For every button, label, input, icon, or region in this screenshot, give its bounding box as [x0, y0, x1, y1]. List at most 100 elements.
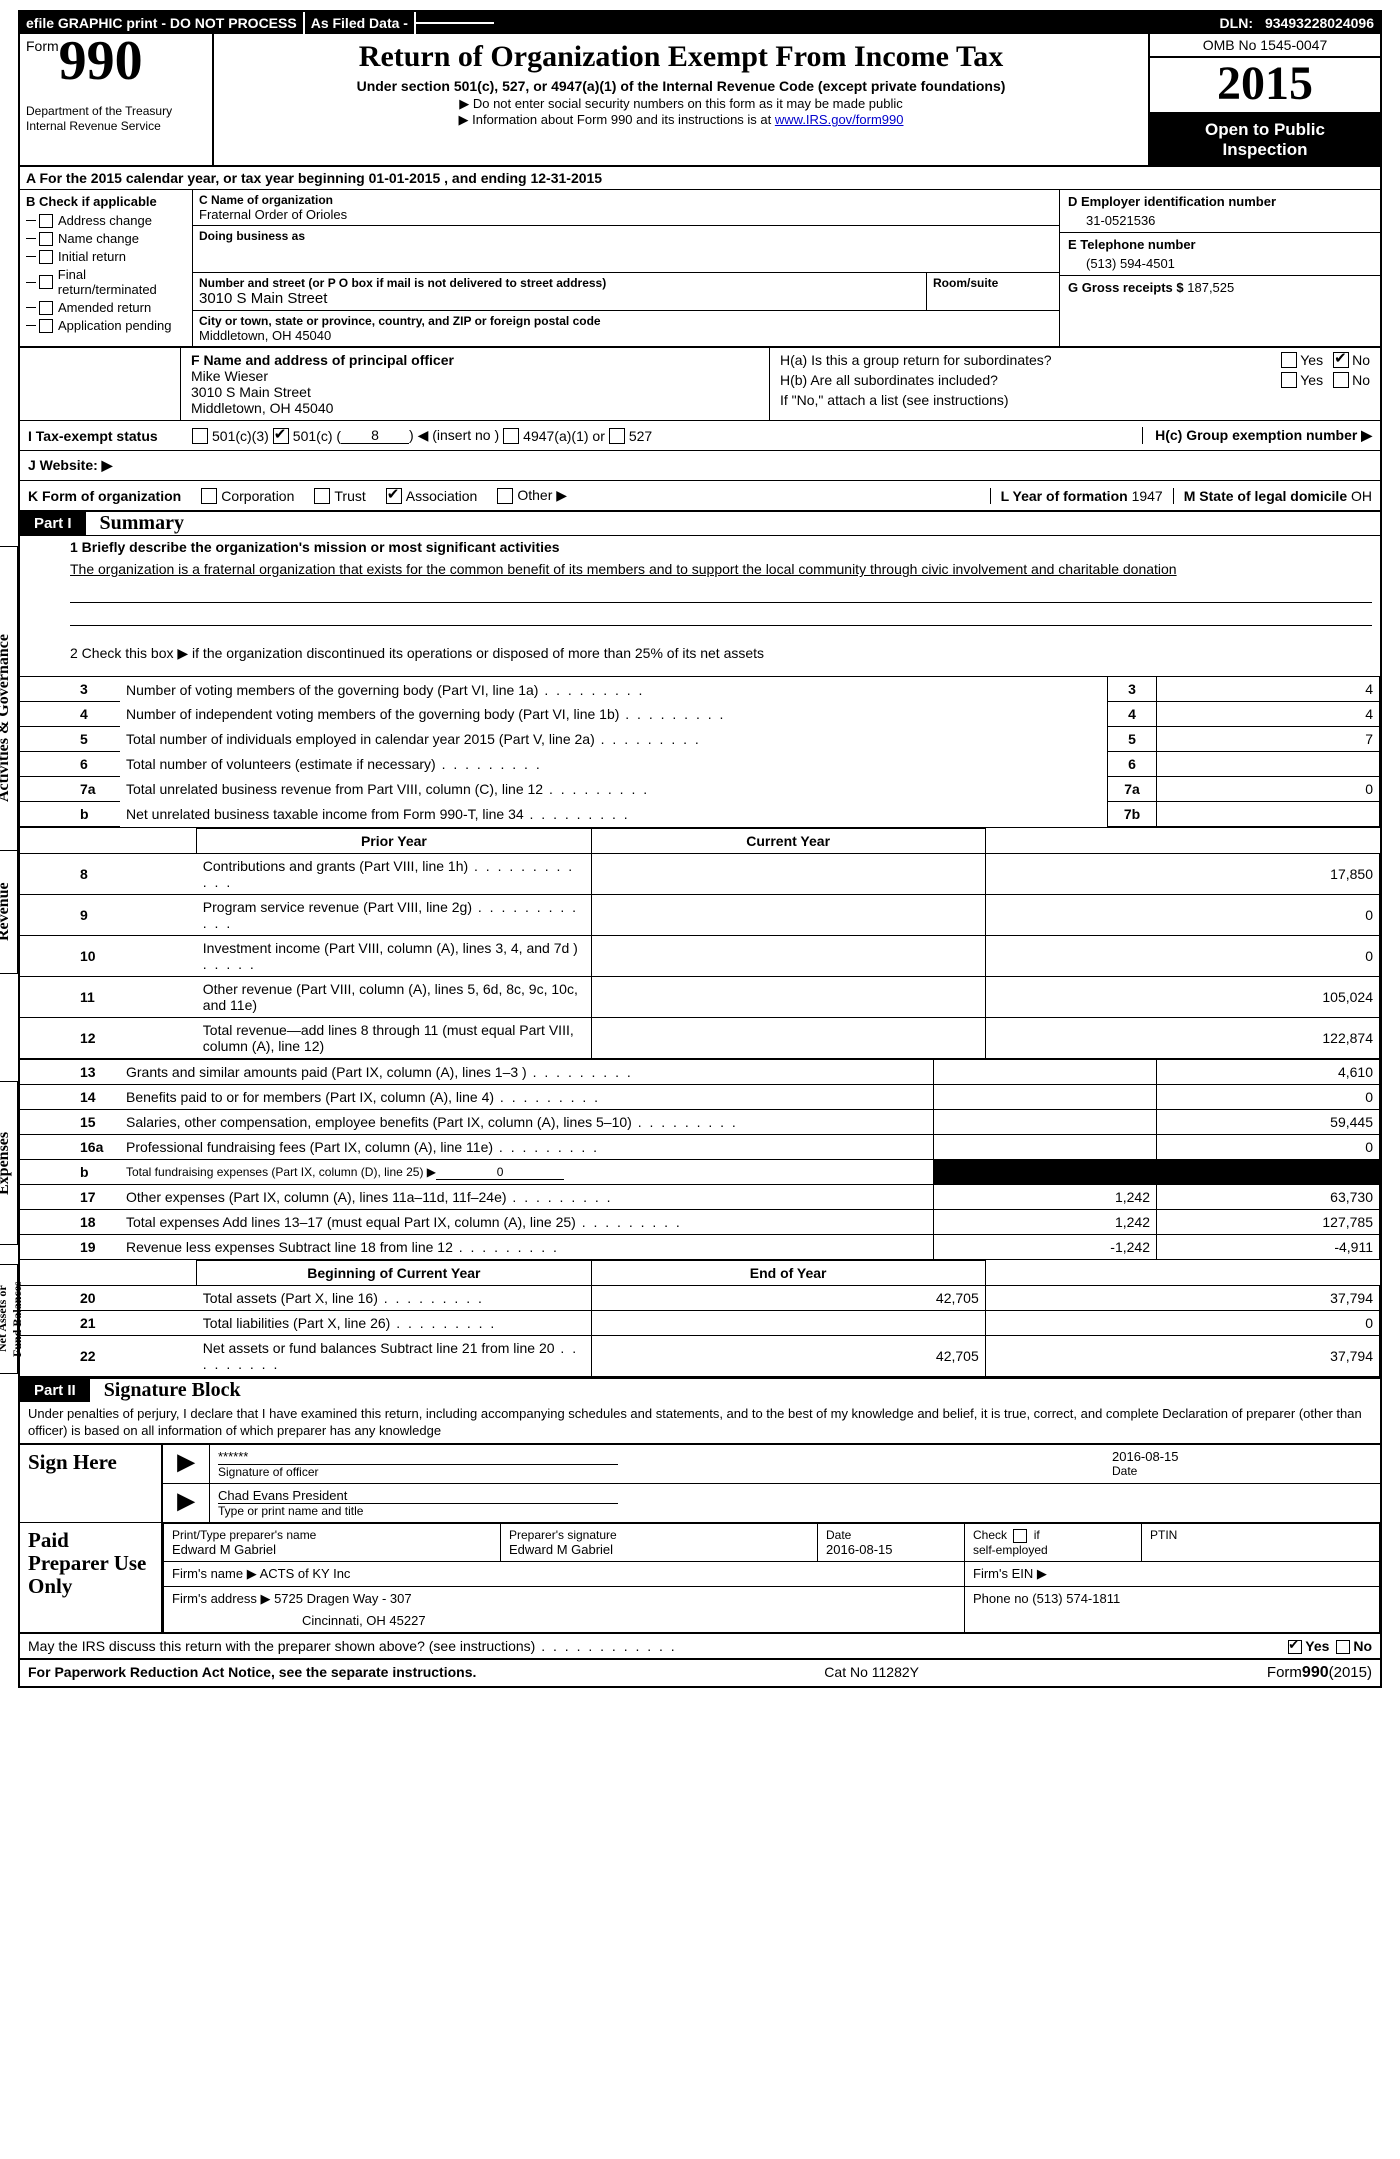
rev-9-num: 9: [20, 895, 197, 936]
j-label: J Website: ▶: [28, 457, 112, 474]
k-trust-box[interactable]: [314, 488, 330, 504]
colB-box-1[interactable]: [39, 232, 53, 246]
line-6-num: 6: [20, 752, 120, 777]
exp-16a-num: 16a: [20, 1135, 120, 1160]
line-5-key: 5: [1108, 727, 1157, 752]
discuss-no-box[interactable]: [1336, 1640, 1350, 1654]
discuss-no: No: [1353, 1638, 1372, 1654]
d-phone-label: E Telephone number: [1068, 237, 1372, 252]
d-ein: 31-0521536: [1068, 213, 1372, 228]
form-990-page: efile GRAPHIC print - DO NOT PROCESS As …: [18, 10, 1382, 1688]
k-other-box[interactable]: [497, 488, 513, 504]
prep-c3v: 2016-08-15: [826, 1542, 956, 1557]
colB-label-0: Address change: [58, 213, 152, 228]
rowA-prefix: A For the 2015 calendar year, or tax yea…: [26, 170, 369, 186]
part2-tag: Part II: [20, 1379, 90, 1402]
i-501c-pre: 501(c) (: [293, 428, 341, 444]
vtab-revenue: Revenue: [0, 850, 18, 974]
rev-line-11: 11Other revenue (Part VIII, column (A), …: [20, 977, 1380, 1018]
colB-label-5: Application pending: [58, 318, 171, 333]
exp-line-b: bTotal fundraising expenses (Part IX, co…: [20, 1160, 1380, 1185]
form-title: Return of Organization Exempt From Incom…: [224, 40, 1138, 74]
rev-line-12: 12Total revenue—add lines 8 through 11 (…: [20, 1018, 1380, 1059]
info-prefix: ▶ Information about Form 990 and its ins…: [459, 112, 775, 127]
discuss-yes-box[interactable]: [1288, 1640, 1302, 1654]
l1-text: The organization is a fraternal organiza…: [70, 558, 1372, 580]
line-4-key: 4: [1108, 702, 1157, 727]
line-3-val: 4: [1157, 677, 1380, 702]
f-street: 3010 S Main Street: [191, 384, 759, 400]
firm-addr2: Cincinnati, OH 45227: [172, 1613, 956, 1628]
prep-selfemp-box[interactable]: [1013, 1529, 1027, 1543]
exp-17-num: 17: [20, 1185, 120, 1210]
i-501c-box[interactable]: [273, 428, 289, 444]
firm-phone: Phone no (513) 574-1811: [965, 1586, 1380, 1632]
row-k-formorg: K Form of organization Corporation Trust…: [20, 481, 1380, 512]
rev-8-desc: Contributions and grants (Part VIII, lin…: [197, 854, 591, 895]
line-7a-num: 7a: [20, 777, 120, 802]
discuss-row: May the IRS discuss this return with the…: [20, 1634, 1380, 1660]
exp-16a-current: 0: [1157, 1135, 1380, 1160]
form-number: 990: [59, 38, 143, 86]
colB-box-3[interactable]: [39, 275, 53, 289]
colB-box-2[interactable]: [39, 250, 53, 264]
footer-right-form: 990: [1302, 1664, 1329, 1681]
header-center: Return of Organization Exempt From Incom…: [214, 34, 1148, 165]
colB-box-5[interactable]: [39, 319, 53, 333]
exp-18-prior: 1,242: [934, 1210, 1157, 1235]
hb-yes-box[interactable]: [1281, 372, 1297, 388]
ha-no-box[interactable]: [1333, 352, 1349, 368]
firm-addr-label: Firm's address ▶: [172, 1591, 270, 1606]
i-4947: 4947(a)(1) or: [523, 428, 605, 444]
colB-box-4[interactable]: [39, 301, 53, 315]
exp-13-desc: Grants and similar amounts paid (Part IX…: [120, 1060, 934, 1085]
colB-item-3: Final return/terminated: [26, 267, 186, 297]
hb-no-box[interactable]: [1333, 372, 1349, 388]
colB-box-0[interactable]: [39, 214, 53, 228]
prep-c2v: Edward M Gabriel: [509, 1542, 809, 1557]
exp-b-desc: Total fundraising expenses (Part IX, col…: [120, 1160, 934, 1185]
f-name: Mike Wieser: [191, 368, 759, 384]
exp-line-14: 14Benefits paid to or for members (Part …: [20, 1085, 1380, 1110]
exp-17-prior: 1,242: [934, 1185, 1157, 1210]
hdr-end-year: End of Year: [591, 1261, 985, 1286]
hb-label: H(b) Are all subordinates included?: [780, 372, 1263, 388]
hb-no: No: [1352, 372, 1370, 388]
i-4947-box[interactable]: [503, 428, 519, 444]
rev-line-10: 10Investment income (Part VIII, column (…: [20, 936, 1380, 977]
rev-line-8: 8Contributions and grants (Part VIII, li…: [20, 854, 1380, 895]
exp-line-18: 18Total expenses Add lines 13–17 (must e…: [20, 1210, 1380, 1235]
exp-line-16a: 16aProfessional fundraising fees (Part I…: [20, 1135, 1380, 1160]
line-6: 6Total number of volunteers (estimate if…: [20, 752, 1380, 777]
k-assoc-box[interactable]: [386, 488, 402, 504]
agency-irs: Internal Revenue Service: [26, 119, 206, 134]
line-4-num: 4: [20, 702, 120, 727]
d-gross-label: G Gross receipts $: [1068, 280, 1184, 295]
exp-b-c: [1157, 1160, 1380, 1185]
k-corp-box[interactable]: [201, 488, 217, 504]
irs-link[interactable]: www.IRS.gov/form990: [775, 112, 904, 127]
rowA-mid: , and ending: [440, 170, 530, 186]
exp-19-num: 19: [20, 1235, 120, 1260]
col-h-group: H(a) Is this a group return for subordin…: [769, 348, 1380, 420]
line-6-val: [1157, 752, 1380, 777]
rev-12-prior: [591, 1018, 985, 1059]
firm-addr1: 5725 Dragen Way - 307: [274, 1591, 412, 1606]
net-22-num: 22: [20, 1336, 197, 1377]
section-activities-gov: Activities & Governance 1 Briefly descri…: [20, 536, 1380, 828]
c-city: Middletown, OH 45040: [199, 328, 1053, 343]
ha-yes-box[interactable]: [1281, 352, 1297, 368]
part2-header: Part II Signature Block: [20, 1379, 1380, 1402]
rev-8-num: 8: [20, 854, 197, 895]
line-3-key: 3: [1108, 677, 1157, 702]
i-527-box[interactable]: [609, 428, 625, 444]
vtab-expenses: Expenses: [0, 1081, 18, 1245]
i-501c3-box[interactable]: [192, 428, 208, 444]
form-word: Form: [26, 38, 59, 54]
net-line-20: 20Total assets (Part X, line 16)42,70537…: [20, 1286, 1380, 1311]
i-501c-n: 8: [341, 427, 409, 444]
c-street: 3010 S Main Street: [199, 290, 920, 307]
colB-label-2: Initial return: [58, 249, 126, 264]
exp-14-desc: Benefits paid to or for members (Part IX…: [120, 1085, 934, 1110]
net-20-prior: 42,705: [591, 1286, 985, 1311]
